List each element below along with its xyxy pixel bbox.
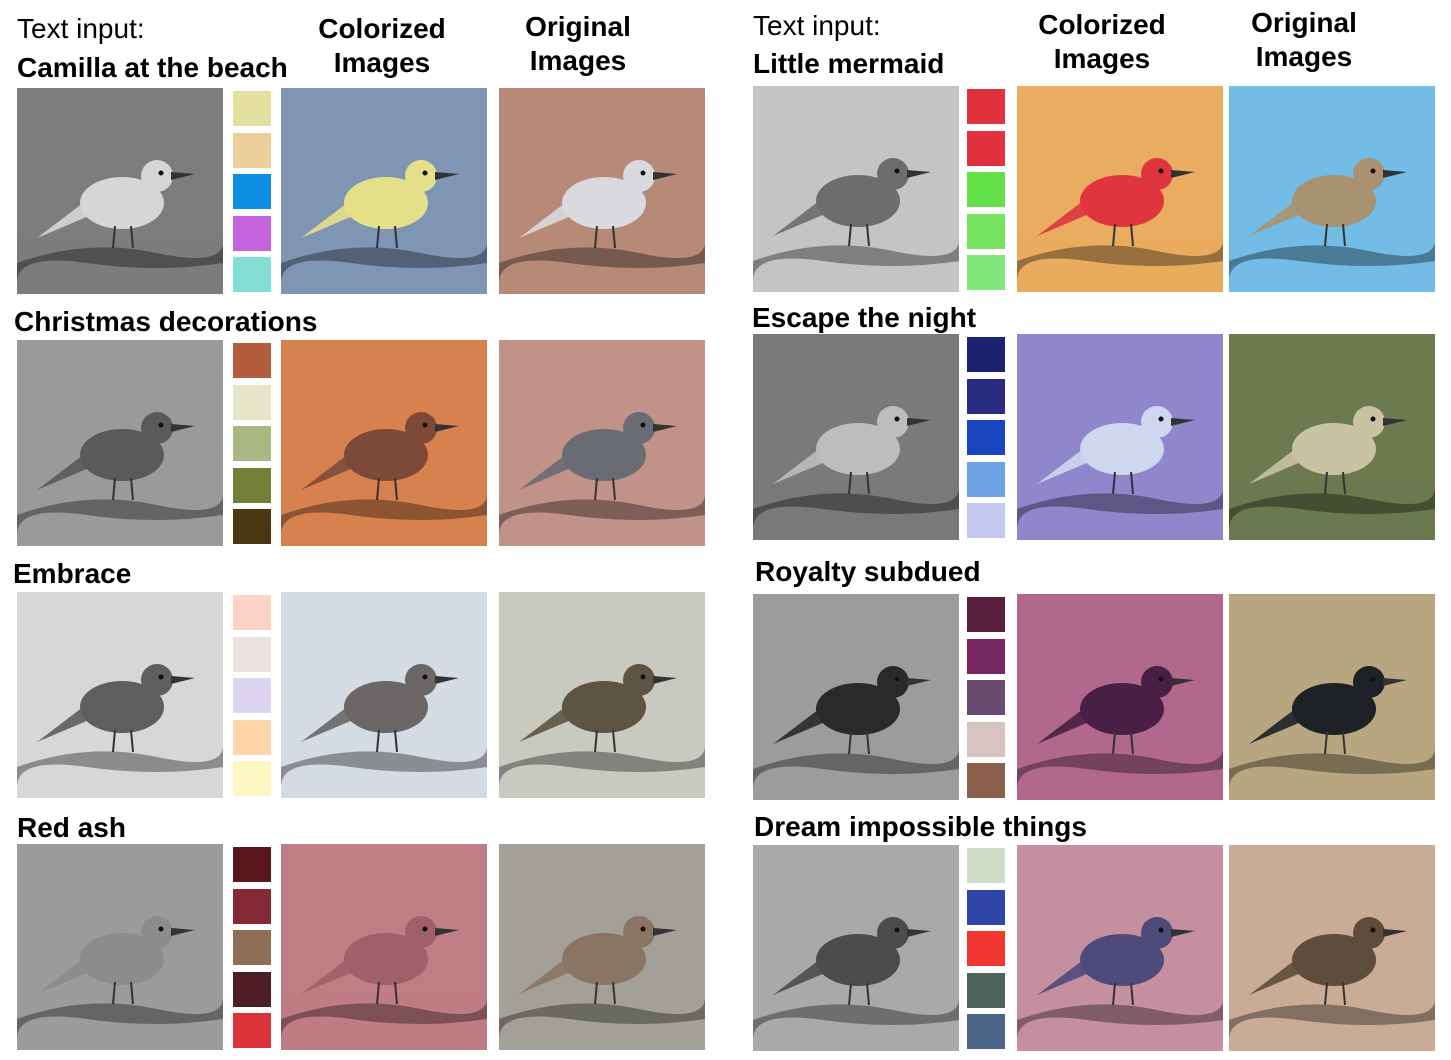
- panel-3-colorized-image: [281, 592, 487, 798]
- panel-3-text-input-label: Embrace: [13, 558, 132, 589]
- panel-4-grayscale-image: [17, 844, 223, 1050]
- panel-6-palette-swatch-4: [967, 461, 1005, 497]
- left-original-header-line2: Images: [529, 45, 627, 76]
- panel-8-palette-swatch-2: [967, 889, 1005, 925]
- right-text-input-header: Text input:: [753, 10, 881, 41]
- panel-2-palette-swatch-2: [233, 384, 271, 420]
- panel-2-palette-swatch-3: [233, 426, 271, 461]
- panel-8-palette-swatch-5: [967, 1014, 1005, 1049]
- panel-6-palette-swatch-5: [967, 503, 1005, 538]
- panel-4-palette-swatch-5: [233, 1013, 271, 1048]
- panel-5-palette-swatch-4: [967, 213, 1005, 249]
- panel-5-original-image: [1229, 86, 1435, 292]
- panel-8-colorized-image: [1017, 845, 1223, 1051]
- panel-2-colorized-image: [281, 340, 487, 546]
- right-colorized-header: Colorized Images: [1012, 8, 1192, 76]
- left-text-input-header: Text input:: [17, 13, 145, 44]
- panel-8-text-input-label: Dream impossible things: [754, 811, 1087, 842]
- panel-5-grayscale-image: [753, 86, 959, 292]
- panel-7-palette-swatch-4: [967, 721, 1005, 757]
- panel-1-palette-swatch-3: [233, 174, 271, 209]
- panel-3-palette-swatch-4: [233, 719, 271, 755]
- left-colorized-header-line2: Images: [333, 47, 431, 78]
- panel-6-palette-swatch-1: [967, 337, 1005, 372]
- panel-7-palette-swatch-2: [967, 638, 1005, 674]
- panel-8-original-image: [1229, 845, 1435, 1051]
- panel-3-palette-swatch-2: [233, 636, 271, 672]
- panel-3-grayscale-image: [17, 592, 223, 798]
- panel-7-text-input-label: Royalty subdued: [755, 556, 981, 587]
- panel-8-palette-swatch-4: [967, 972, 1005, 1008]
- panel-4-colorized-image: [281, 844, 487, 1050]
- panel-1-text-input-label: Camilla at the beach: [17, 52, 288, 83]
- right-original-header-line2: Images: [1255, 41, 1353, 72]
- panel-7-grayscale-image: [753, 594, 959, 800]
- panel-2-palette-swatch-5: [233, 509, 271, 544]
- panel-6-grayscale-image: [753, 334, 959, 540]
- panel-3-palette-swatch-1: [233, 595, 271, 630]
- panel-5-palette-swatch-5: [967, 255, 1005, 290]
- panel-2-text-input-label: Christmas decorations: [14, 306, 318, 337]
- panel-6-original-image: [1229, 334, 1435, 540]
- panel-2-palette-swatch-1: [233, 343, 271, 378]
- panel-1-palette-swatch-4: [233, 215, 271, 251]
- panel-3-palette-swatch-3: [233, 678, 271, 713]
- panel-8-palette-swatch-3: [967, 931, 1005, 966]
- panel-2-palette-swatch-4: [233, 467, 271, 503]
- panel-4-text-input-label: Red ash: [17, 812, 126, 843]
- panel-7-palette-swatch-5: [967, 763, 1005, 798]
- panel-1-grayscale-image: [17, 88, 223, 294]
- panel-3-palette-swatch-5: [233, 761, 271, 796]
- panel-5-text-input-label: Little mermaid: [753, 48, 945, 79]
- panel-4-palette-swatch-1: [233, 847, 271, 882]
- panel-5-palette-swatch-2: [967, 130, 1005, 166]
- panel-2-grayscale-image: [17, 340, 223, 546]
- panel-7-palette-swatch-3: [967, 680, 1005, 715]
- right-colorized-header-line1: Colorized: [1038, 9, 1166, 40]
- right-original-header-line1: Original: [1251, 7, 1357, 38]
- left-original-header-line1: Original: [525, 11, 631, 42]
- panel-8-grayscale-image: [753, 845, 959, 1051]
- panel-5-palette-swatch-3: [967, 172, 1005, 207]
- panel-1-original-image: [499, 88, 705, 294]
- panel-5-colorized-image: [1017, 86, 1223, 292]
- panel-3-original-image: [499, 592, 705, 798]
- panel-1-colorized-image: [281, 88, 487, 294]
- panel-1-palette-swatch-5: [233, 257, 271, 292]
- panel-6-text-input-label: Escape the night: [752, 302, 977, 333]
- right-original-header: Original Images: [1214, 6, 1394, 74]
- right-colorized-header-line2: Images: [1053, 43, 1151, 74]
- panel-4-palette-swatch-4: [233, 971, 271, 1007]
- panel-7-original-image: [1229, 594, 1435, 800]
- panel-4-original-image: [499, 844, 705, 1050]
- panel-4-palette-swatch-3: [233, 930, 271, 965]
- panel-2-original-image: [499, 340, 705, 546]
- left-original-header: Original Images: [488, 10, 668, 78]
- panel-5-palette-swatch-1: [967, 89, 1005, 124]
- panel-6-colorized-image: [1017, 334, 1223, 540]
- panel-4-palette-swatch-2: [233, 888, 271, 924]
- panel-6-palette-swatch-3: [967, 420, 1005, 455]
- panel-7-palette-swatch-1: [967, 597, 1005, 632]
- left-colorized-header: Colorized Images: [292, 12, 472, 80]
- left-colorized-header-line1: Colorized: [318, 13, 446, 44]
- panel-7-colorized-image: [1017, 594, 1223, 800]
- panel-1-palette-swatch-2: [233, 132, 271, 168]
- panel-6-palette-swatch-2: [967, 378, 1005, 414]
- panel-1-palette-swatch-1: [233, 91, 271, 126]
- panel-8-palette-swatch-1: [967, 848, 1005, 883]
